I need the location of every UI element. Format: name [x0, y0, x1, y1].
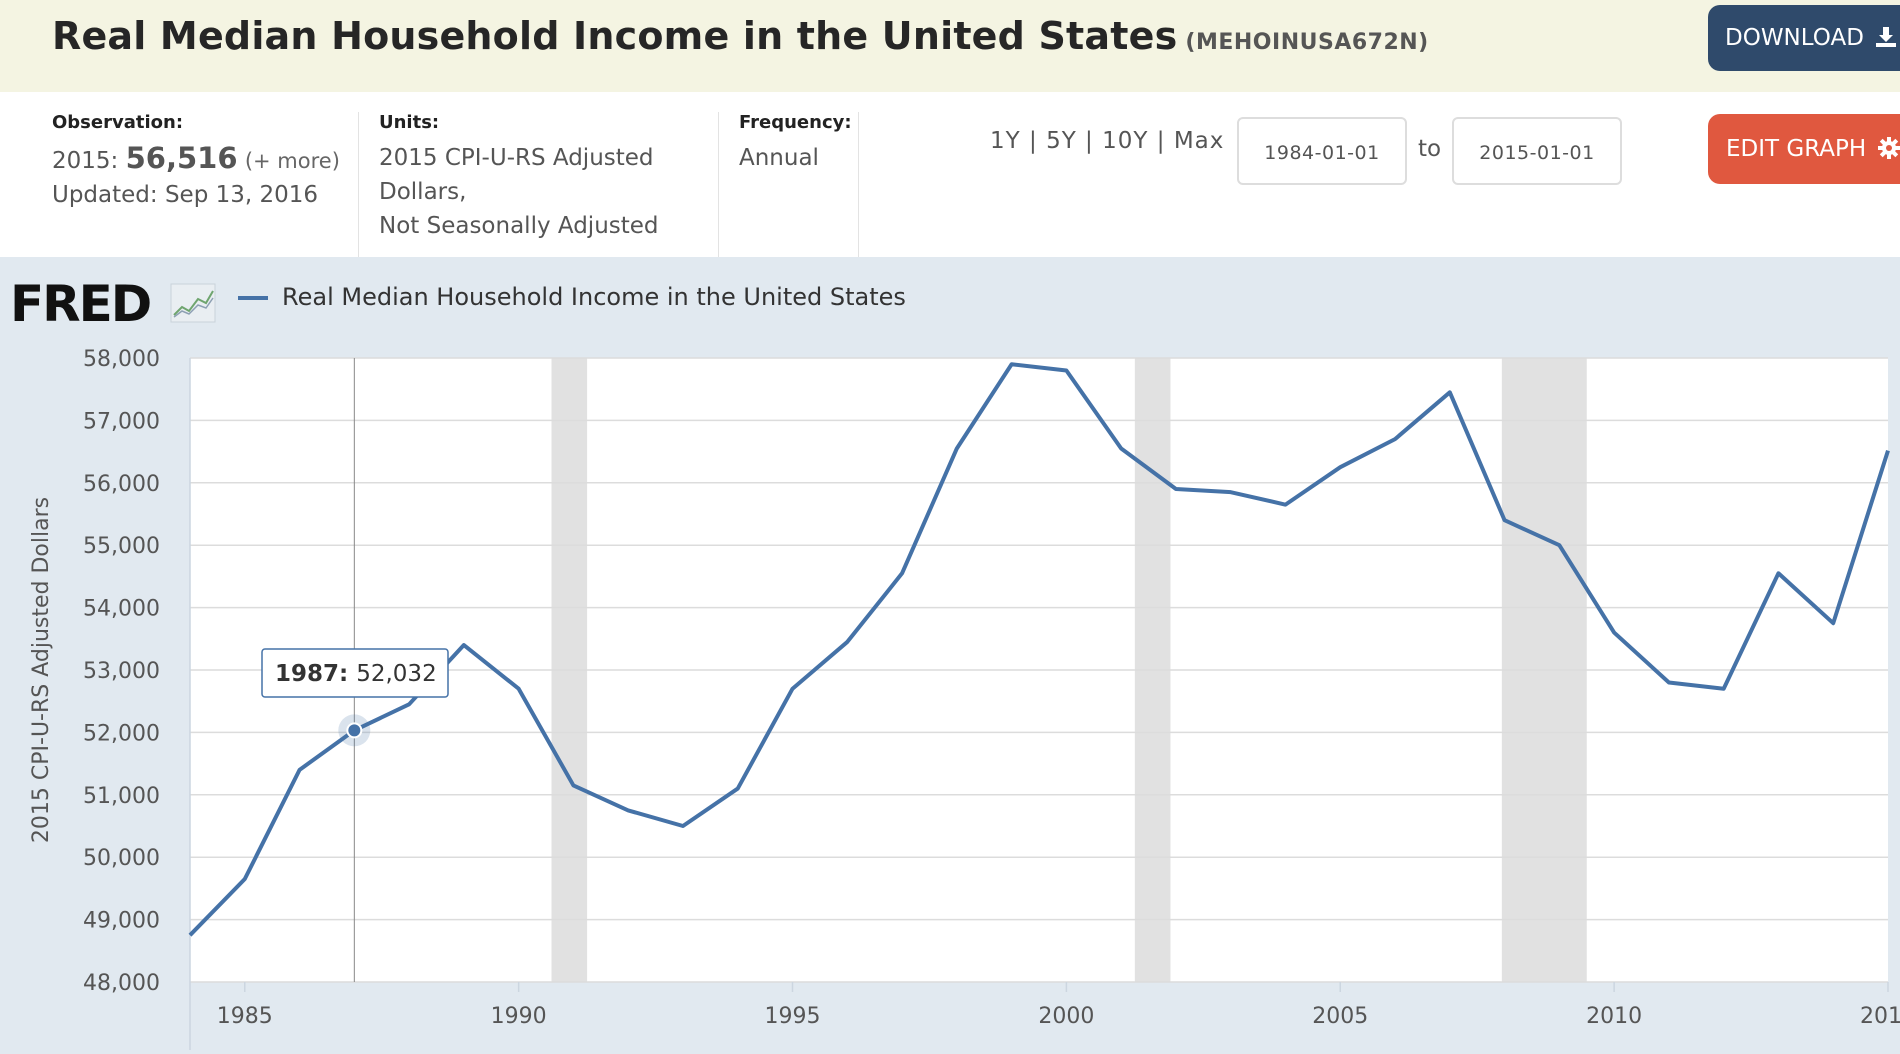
x-tick-label: 2000 — [1038, 1004, 1094, 1029]
y-tick-label: 48,000 — [83, 971, 160, 996]
y-tick-label: 58,000 — [83, 347, 160, 372]
data-point — [347, 723, 361, 737]
x-tick-label: 2010 — [1586, 1004, 1642, 1029]
y-axis-label: 2015 CPI-U-RS Adjusted Dollars — [29, 497, 54, 843]
x-tick-label: 1985 — [217, 1004, 273, 1029]
y-tick-label: 57,000 — [83, 409, 160, 434]
x-tick-label: 2015 — [1860, 1004, 1900, 1029]
x-tick-label: 1990 — [491, 1004, 547, 1029]
y-tick-label: 56,000 — [83, 472, 160, 497]
tooltip-value: 52,032 — [356, 661, 436, 687]
y-tick-label: 55,000 — [83, 534, 160, 559]
y-tick-label: 51,000 — [83, 784, 160, 809]
tooltip-year: 1987: — [275, 661, 356, 687]
y-tick-label: 50,000 — [83, 846, 160, 871]
tooltip-text: 1987: 52,032 — [275, 661, 437, 687]
x-tick-label: 1995 — [765, 1004, 821, 1029]
y-tick-label: 54,000 — [83, 597, 160, 622]
x-tick-label: 2005 — [1312, 1004, 1368, 1029]
y-tick-label: 52,000 — [83, 721, 160, 746]
y-tick-label: 49,000 — [83, 909, 160, 934]
y-tick-label: 53,000 — [83, 659, 160, 684]
